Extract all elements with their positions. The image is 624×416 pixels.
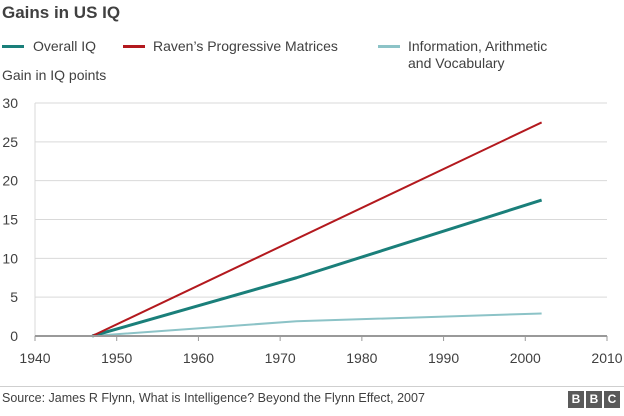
x-axis xyxy=(34,335,608,341)
y-tick-labels: 0 5 10 15 20 25 30 xyxy=(2,95,18,344)
bbc-logo-letter-3: C xyxy=(604,391,620,408)
x-tick-labels: 1940 1950 1960 1970 1980 1990 2000 2010 xyxy=(19,350,622,366)
x-tick-label-1970: 1970 xyxy=(265,350,296,366)
y-tick-label-30: 30 xyxy=(2,95,18,111)
x-tick-label-1990: 1990 xyxy=(428,350,459,366)
x-tick-label-2010: 2010 xyxy=(591,350,622,366)
x-tick-label-1980: 1980 xyxy=(346,350,377,366)
legend-swatch-overall xyxy=(2,45,24,48)
source-note: Source: James R Flynn, What is Intellige… xyxy=(2,391,425,405)
x-tick-label-1960: 1960 xyxy=(183,350,214,366)
footer-divider xyxy=(0,386,624,387)
bbc-logo: B B C xyxy=(568,391,620,408)
legend-label-info-line1: Information, Arithmetic xyxy=(408,38,548,54)
y-tick-label-10: 10 xyxy=(2,250,18,266)
x-tick-label-1940: 1940 xyxy=(19,350,50,366)
legend-swatch-info xyxy=(378,45,400,48)
y-tick-label-15: 15 xyxy=(2,212,18,228)
y-tick-label-20: 20 xyxy=(2,173,18,189)
bbc-logo-letter-1: B xyxy=(568,391,584,408)
y-tick-label-0: 0 xyxy=(10,328,18,344)
x-tick-label-1950: 1950 xyxy=(101,350,132,366)
legend-label-ravens: Raven’s Progressive Matrices xyxy=(153,38,338,54)
bbc-logo-letter-2: B xyxy=(586,391,602,408)
series-lines xyxy=(91,121,543,338)
legend-label-info-line2: and Vocabulary xyxy=(408,55,505,71)
gridlines xyxy=(34,102,607,336)
x-tick-label-2000: 2000 xyxy=(510,350,541,366)
y-axis-label: Gain in IQ points xyxy=(2,67,107,83)
legend-label-overall: Overall IQ xyxy=(33,38,97,54)
y-tick-label-25: 25 xyxy=(2,134,18,150)
series-line-overall xyxy=(91,198,543,338)
legend-swatch-ravens xyxy=(123,45,145,48)
series-line-ravens xyxy=(91,121,543,337)
chart-title: Gains in US IQ xyxy=(2,3,121,22)
legend: Overall IQ Raven’s Progressive Matrices … xyxy=(0,38,624,74)
legend-label-info: Information, Arithmetic and Vocabulary xyxy=(408,38,547,72)
series-line-info xyxy=(92,312,542,337)
y-tick-label-5: 5 xyxy=(10,289,18,305)
